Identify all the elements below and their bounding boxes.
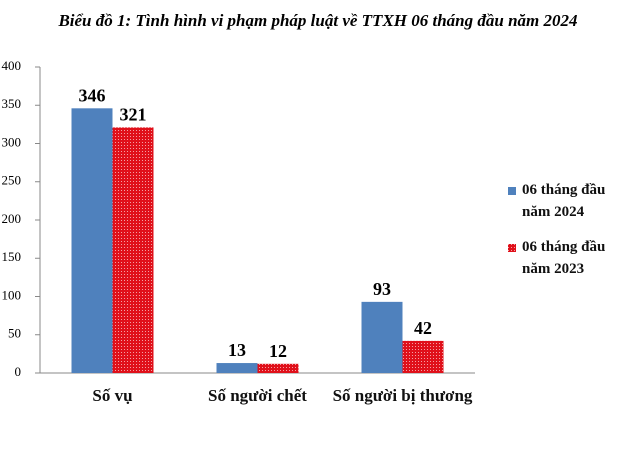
data-label: 42 (414, 318, 432, 338)
y-tick-label: 200 (2, 211, 22, 226)
bar (402, 340, 444, 373)
x-tick-label: Số người chết (208, 386, 307, 405)
data-label: 93 (373, 279, 391, 299)
y-tick-label: 50 (8, 326, 21, 341)
data-label: 346 (79, 85, 106, 105)
data-label: 321 (120, 105, 147, 125)
y-tick-label: 100 (2, 287, 22, 302)
legend-label: 06 tháng đầu năm 2023 (522, 239, 606, 277)
bar (112, 127, 154, 373)
y-tick-label: 250 (2, 173, 22, 188)
chart-title: Biểu đồ 1: Tình hình vi phạm pháp luật v… (57, 11, 577, 30)
data-label: 12 (269, 341, 287, 361)
bar (361, 301, 403, 373)
data-label: 13 (228, 340, 246, 360)
x-tick-label: Số vụ (92, 386, 133, 405)
bar (216, 363, 258, 373)
bar (71, 108, 113, 373)
legend-swatch (508, 187, 516, 195)
legend-label: 06 tháng đầu năm 2024 (522, 182, 606, 220)
y-tick-label: 350 (2, 96, 22, 111)
bar (257, 363, 299, 373)
y-tick-label: 400 (2, 58, 22, 73)
legend-swatch (508, 244, 516, 252)
x-tick-label: Số người bị thương (332, 386, 473, 405)
y-tick-label: 0 (15, 364, 22, 379)
y-tick-label: 150 (2, 249, 22, 264)
y-tick-label: 300 (2, 134, 22, 149)
